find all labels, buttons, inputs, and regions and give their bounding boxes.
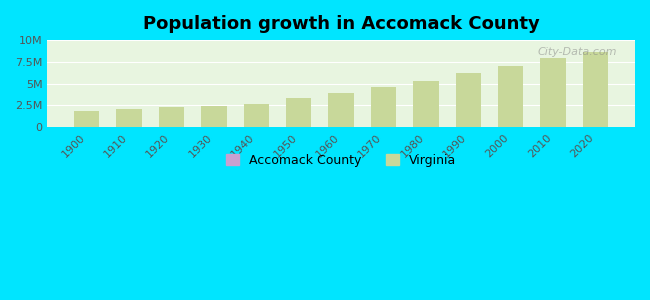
Bar (244, 104, 269, 127)
Bar (201, 106, 227, 127)
Bar (498, 66, 523, 127)
Bar (413, 81, 439, 127)
Bar (116, 109, 142, 127)
Legend: Accomack County, Virginia: Accomack County, Virginia (221, 148, 461, 172)
Bar (74, 111, 99, 127)
Title: Population growth in Accomack County: Population growth in Accomack County (143, 15, 540, 33)
Text: City-Data.com: City-Data.com (538, 47, 618, 57)
Bar (583, 52, 608, 127)
Bar (328, 93, 354, 127)
Bar (159, 107, 184, 127)
Bar (286, 98, 311, 127)
Bar (456, 73, 481, 127)
Bar (540, 58, 566, 127)
Bar (370, 87, 396, 127)
